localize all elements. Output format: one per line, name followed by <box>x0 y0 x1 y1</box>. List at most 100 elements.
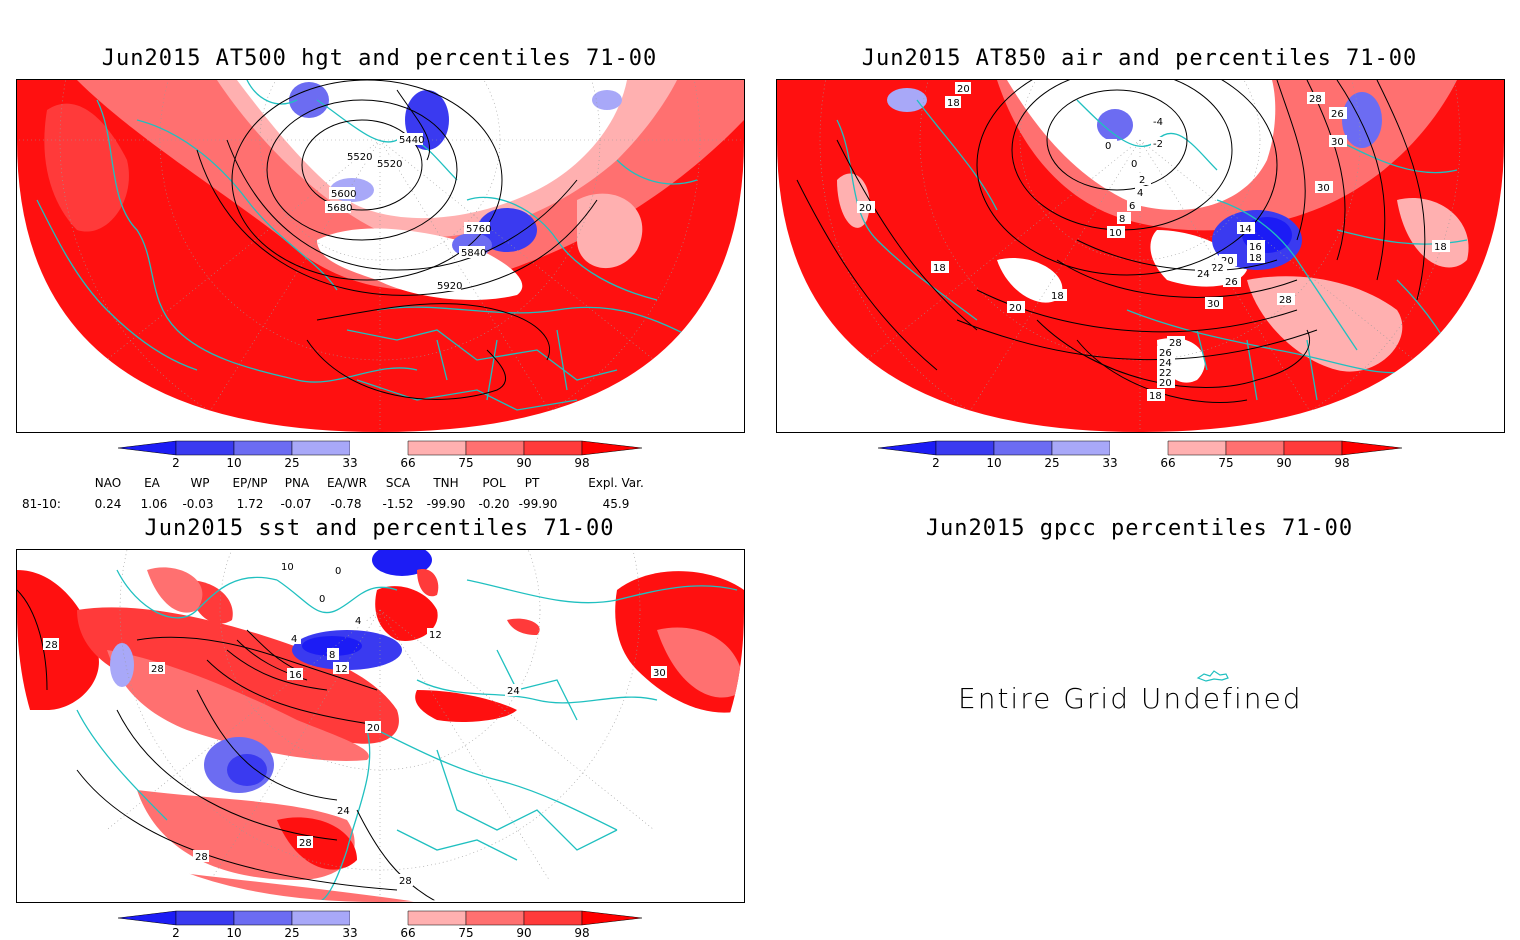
svg-text:0: 0 <box>1105 141 1111 152</box>
svg-text:12: 12 <box>429 630 442 641</box>
index-header: TNH <box>433 476 459 490</box>
colorbar-segment <box>350 441 408 455</box>
colorbar-segment <box>878 440 937 456</box>
svg-text:28: 28 <box>299 838 312 849</box>
hgt-map: 5440 5520 5520 5600 5680 5760 5840 5920 <box>17 80 744 432</box>
svg-text:0: 0 <box>335 566 341 577</box>
index-value: -0.07 <box>280 497 312 511</box>
index-value: -0.03 <box>182 497 214 511</box>
svg-text:24: 24 <box>1197 269 1210 280</box>
sst-panel-title: Jun2015 sst and percentiles 71-00 <box>144 516 615 541</box>
colorbar-segment <box>935 440 995 456</box>
colorbar-bottom-left <box>118 910 643 926</box>
colorbar-top-left <box>118 440 643 456</box>
colorbar-tick-label: 2 <box>932 456 940 470</box>
svg-text:20: 20 <box>367 723 380 734</box>
colorbar-tick-label: 66 <box>400 926 416 940</box>
colorbar-labels-bottom-left: 2 10 25 33 66 75 90 98 <box>118 926 644 940</box>
colorbar-tick-label: 98 <box>574 926 590 940</box>
colorbar-tick-label: 10 <box>226 456 242 470</box>
svg-text:28: 28 <box>1279 295 1292 306</box>
stray-coast-mark <box>1196 670 1229 682</box>
svg-text:24: 24 <box>507 686 520 697</box>
contour-label: 5520 <box>377 159 402 170</box>
colorbar-segment <box>118 440 177 456</box>
index-header: WP <box>190 476 210 490</box>
hgt-panel-title: Jun2015 AT500 hgt and percentiles 71-00 <box>101 46 658 71</box>
colorbar-segment <box>465 440 525 456</box>
colorbar-tick-label: 10 <box>226 926 242 940</box>
colorbar-segment <box>233 440 293 456</box>
index-value: 1.06 <box>140 497 168 511</box>
index-header: EP/NP <box>232 476 268 490</box>
colorbar-segment <box>350 911 408 925</box>
index-value: 45.9 <box>602 497 630 511</box>
colorbar-tick-label: 66 <box>1160 456 1176 470</box>
colorbar-segment <box>233 910 293 926</box>
svg-text:10: 10 <box>1109 228 1122 239</box>
svg-text:20: 20 <box>859 203 872 214</box>
colorbar-segment <box>465 910 525 926</box>
colorbar-tick-label: 90 <box>516 926 532 940</box>
colorbar-segment <box>291 440 351 456</box>
svg-text:18: 18 <box>1434 242 1447 253</box>
svg-text:20: 20 <box>1221 256 1234 267</box>
colorbar-segment <box>175 910 235 926</box>
colorbar-segment <box>118 910 177 926</box>
svg-text:26: 26 <box>1331 109 1344 120</box>
colorbar-segment <box>1110 441 1168 455</box>
colorbar-tick-label: 75 <box>458 456 474 470</box>
colorbar-segment <box>1283 440 1343 456</box>
svg-text:4: 4 <box>1137 188 1143 199</box>
svg-text:10: 10 <box>281 562 294 573</box>
index-value: -0.78 <box>330 497 362 511</box>
index-value: -0.20 <box>478 497 510 511</box>
index-value: -99.90 <box>518 497 558 511</box>
index-header: SCA <box>385 476 411 490</box>
svg-text:0: 0 <box>319 594 325 605</box>
contour-label-group: 5440 5520 5520 5600 5680 5760 5840 5920 <box>325 133 491 292</box>
air-map-panel: 20 18 -4 -2 0 0 2 4 6 8 10 14 16 18 18 2… <box>776 79 1505 433</box>
svg-text:18: 18 <box>1051 291 1064 302</box>
contour-label: 5600 <box>331 189 356 200</box>
svg-text:28: 28 <box>1169 338 1182 349</box>
index-value: 1.72 <box>236 497 264 511</box>
gpcc-panel-title: Jun2015 gpcc percentiles 71-00 <box>925 516 1354 541</box>
svg-text:18: 18 <box>947 98 960 109</box>
colorbar-segment <box>291 910 351 926</box>
svg-text:24: 24 <box>1159 358 1172 369</box>
colorbar-segment <box>581 910 643 926</box>
index-header: PT <box>524 476 540 490</box>
svg-text:30: 30 <box>1317 183 1330 194</box>
index-header: EA <box>144 476 160 490</box>
svg-text:-4: -4 <box>1153 117 1163 128</box>
index-header: POL <box>482 476 506 490</box>
index-value: 0.24 <box>94 497 122 511</box>
colorbar-tick-label: 98 <box>574 456 590 470</box>
contour-label-group: 28 28 4 8 12 16 20 24 28 28 28 0 0 10 4 … <box>43 560 667 887</box>
svg-text:28: 28 <box>399 876 412 887</box>
index-header: PNA <box>284 476 310 490</box>
svg-text:30: 30 <box>1331 137 1344 148</box>
colorbar-segment <box>1051 440 1111 456</box>
contour-label: 5760 <box>466 224 491 235</box>
colorbar-segment <box>993 440 1053 456</box>
index-value: -1.52 <box>382 497 414 511</box>
svg-text:22: 22 <box>1159 368 1172 379</box>
colorbar-tick-label: 33 <box>342 456 358 470</box>
svg-text:-2: -2 <box>1153 139 1163 150</box>
svg-text:20: 20 <box>957 84 970 95</box>
contour-label: 5840 <box>461 248 486 259</box>
svg-text:20: 20 <box>1159 378 1172 389</box>
svg-text:14: 14 <box>1239 224 1252 235</box>
contour-label: 5440 <box>399 135 424 146</box>
svg-text:26: 26 <box>1159 348 1172 359</box>
colorbar-tick-label: 98 <box>1334 456 1350 470</box>
colorbar-tick-label: 25 <box>1044 456 1060 470</box>
colorbar-tick-label: 25 <box>284 926 300 940</box>
svg-text:8: 8 <box>329 650 335 661</box>
index-header: NAO <box>94 476 122 490</box>
colorbar-tick-label: 33 <box>1102 456 1118 470</box>
svg-text:16: 16 <box>1249 242 1262 253</box>
svg-text:0: 0 <box>1131 159 1137 170</box>
